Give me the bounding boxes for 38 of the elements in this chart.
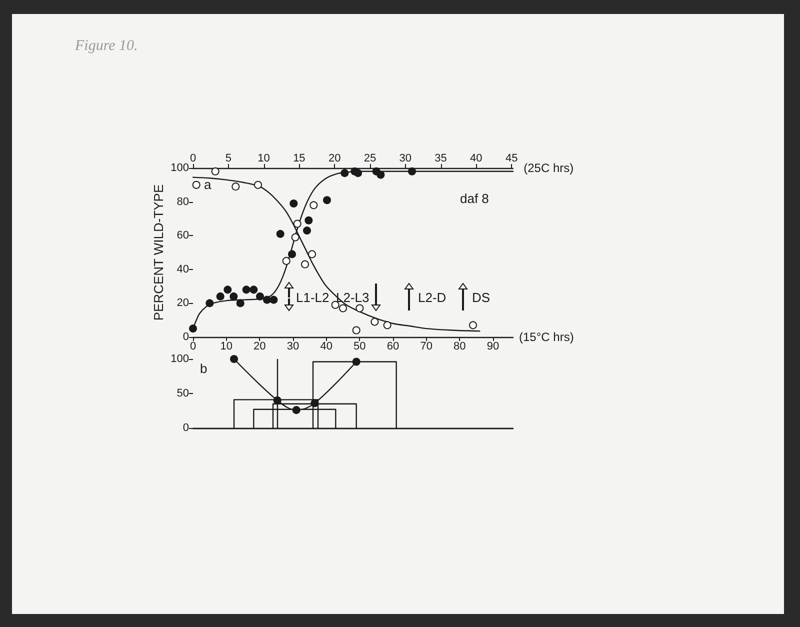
annotation: L1-L2 — [296, 290, 330, 305]
annotation: a — [204, 177, 212, 192]
x-tick-label: 40 — [320, 340, 332, 352]
y-tick-label: 40 — [176, 263, 189, 276]
x-tick-label: 70 — [420, 340, 432, 352]
annotation: L2-L3 — [336, 290, 370, 305]
x2-tick-label: 25 — [364, 152, 376, 164]
x-axis-title: (15°C hrs) — [519, 330, 574, 344]
x2-tick-label: 10 — [258, 152, 270, 164]
x-tick-label: 50 — [354, 340, 366, 352]
annotation: L2-D — [418, 290, 446, 305]
y-tick-label: 100 — [170, 353, 189, 365]
x-tick-label: 80 — [454, 340, 466, 352]
x-tick-label: 30 — [286, 340, 300, 352]
x2-tick-label: 40 — [470, 152, 482, 164]
x-tick-label: 10 — [220, 340, 232, 352]
y-tick-label: 20 — [176, 297, 189, 310]
y-tick-label: 60 — [176, 230, 189, 242]
x2-tick-label: 15 — [293, 152, 306, 164]
annotation: DS — [472, 290, 490, 305]
y-tick-label: 100 — [170, 162, 189, 174]
caption: Figure 10. — [75, 38, 138, 55]
x-tick-label: 60 — [386, 340, 400, 352]
y-axis-title: PERCENT WILD-TYPE — [151, 184, 166, 321]
annotation: daf 8 — [460, 191, 489, 206]
x2-tick-label: 5 — [225, 152, 232, 164]
y-tick-label: 0 — [182, 422, 189, 434]
x2-tick-label: 30 — [399, 152, 412, 164]
annotation: b — [200, 361, 208, 376]
y-tick-label: 50 — [176, 388, 189, 400]
y-tick-label: 80 — [176, 196, 189, 208]
x2-tick-label: 45 — [505, 152, 518, 164]
x2-tick-label: 35 — [434, 152, 447, 164]
x2-tick-label: 20 — [328, 152, 341, 164]
y-tick-label: 0 — [182, 331, 189, 343]
x2-axis-title: (25C hrs) — [524, 161, 574, 175]
x-tick-label: 90 — [486, 340, 500, 352]
x-tick-label: 20 — [254, 340, 266, 352]
